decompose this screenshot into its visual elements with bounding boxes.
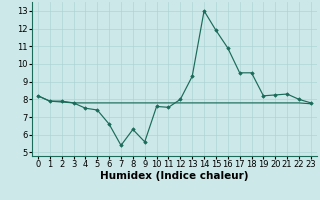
X-axis label: Humidex (Indice chaleur): Humidex (Indice chaleur) [100,171,249,181]
